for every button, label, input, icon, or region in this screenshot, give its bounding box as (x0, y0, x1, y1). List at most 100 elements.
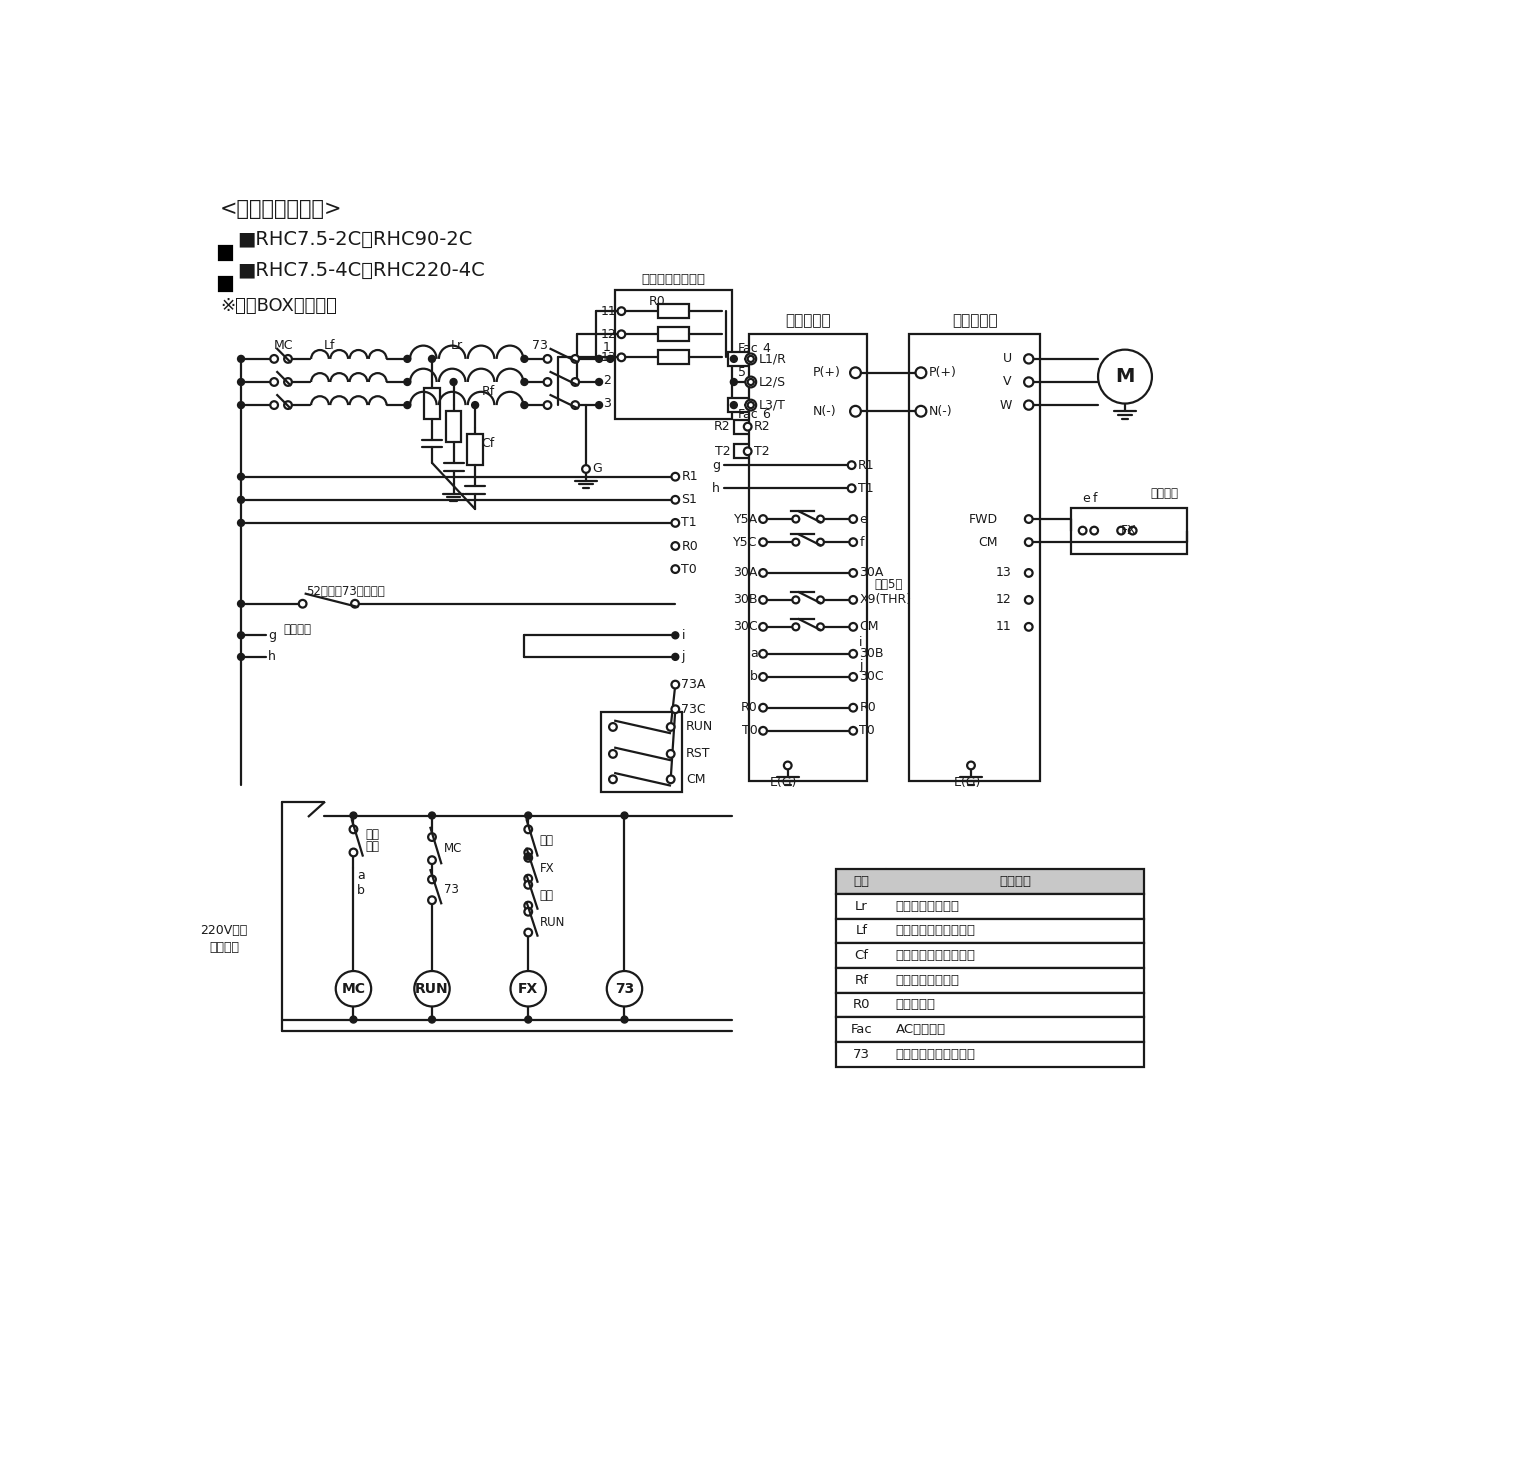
Circle shape (760, 538, 767, 545)
Text: 73: 73 (615, 982, 634, 995)
Text: E(G): E(G) (954, 776, 981, 789)
Bar (837, 1017, 1145, 1042)
Text: g: g (713, 459, 720, 472)
Text: MC: MC (341, 982, 365, 995)
Text: RUN: RUN (540, 916, 565, 929)
Circle shape (525, 881, 532, 889)
Circle shape (850, 368, 861, 378)
Circle shape (522, 379, 528, 385)
Bar (837, 944, 1145, 967)
Text: （注１）: （注１） (209, 941, 240, 954)
Text: R1: R1 (858, 459, 875, 472)
Circle shape (672, 519, 679, 526)
Circle shape (849, 673, 857, 681)
Circle shape (428, 857, 435, 864)
Circle shape (403, 356, 411, 363)
Text: （注5）: （注5） (875, 578, 904, 591)
Text: 12: 12 (600, 328, 615, 341)
Circle shape (731, 401, 737, 409)
Circle shape (622, 811, 628, 819)
Circle shape (350, 848, 358, 857)
Text: R2: R2 (753, 420, 770, 434)
Bar (728, 351, 753, 366)
Circle shape (238, 379, 244, 385)
Text: T2: T2 (753, 445, 770, 457)
Circle shape (1025, 354, 1034, 363)
Text: RUN: RUN (415, 982, 449, 995)
Bar (734, 420, 761, 434)
Circle shape (849, 623, 857, 631)
Text: 4: 4 (763, 341, 770, 354)
Text: a: a (750, 647, 758, 660)
Circle shape (609, 723, 617, 731)
Circle shape (429, 1016, 435, 1023)
Text: P(+): P(+) (813, 366, 841, 379)
Text: 12: 12 (996, 594, 1011, 607)
Text: j: j (860, 659, 863, 672)
Text: M: M (1116, 368, 1134, 387)
Circle shape (672, 681, 679, 688)
Text: V: V (1004, 375, 1011, 388)
Text: Lr: Lr (855, 900, 867, 913)
Text: R0: R0 (682, 539, 699, 553)
Text: E(G): E(G) (770, 776, 797, 789)
Circle shape (850, 406, 861, 416)
Circle shape (350, 1016, 356, 1023)
Circle shape (299, 600, 306, 607)
Circle shape (544, 401, 552, 409)
Circle shape (429, 356, 435, 363)
Circle shape (760, 514, 767, 523)
Circle shape (1025, 378, 1034, 387)
Circle shape (667, 776, 675, 784)
Text: 52または73（注２）: 52または73（注２） (306, 585, 385, 598)
Text: f: f (1093, 492, 1098, 504)
Circle shape (793, 538, 799, 545)
Circle shape (967, 761, 975, 769)
Circle shape (1025, 569, 1032, 576)
Circle shape (403, 379, 411, 385)
Circle shape (847, 485, 855, 492)
Text: P(+): P(+) (929, 366, 957, 379)
Text: Cf: Cf (481, 437, 494, 450)
Circle shape (450, 379, 456, 385)
Circle shape (429, 811, 435, 819)
Circle shape (1025, 623, 1032, 631)
Circle shape (596, 356, 602, 363)
Circle shape (760, 673, 767, 681)
Text: 停止: 停止 (540, 889, 553, 901)
Text: FWD: FWD (969, 513, 998, 526)
Circle shape (270, 356, 277, 363)
Circle shape (849, 704, 857, 711)
Bar (446, 412, 461, 441)
Circle shape (849, 569, 857, 576)
Circle shape (572, 378, 579, 385)
Circle shape (1129, 526, 1137, 535)
Circle shape (596, 401, 602, 409)
Bar (602, 711, 682, 792)
Text: 昇圧用リアクトル: 昇圧用リアクトル (896, 900, 960, 913)
Circle shape (849, 538, 857, 545)
Circle shape (283, 378, 293, 385)
Circle shape (238, 600, 244, 607)
Text: 充電回路ボックス: 充電回路ボックス (641, 273, 706, 287)
Circle shape (270, 401, 277, 409)
Text: W: W (999, 398, 1011, 412)
Circle shape (744, 423, 752, 431)
Text: RUN: RUN (687, 720, 714, 734)
Text: Fac: Fac (738, 341, 758, 354)
Text: ■RHC7.5-2C～RHC90-2C: ■RHC7.5-2C～RHC90-2C (236, 229, 473, 248)
Circle shape (238, 497, 244, 503)
Text: T0: T0 (860, 725, 875, 738)
Bar (615, 290, 732, 419)
Text: FX: FX (1120, 525, 1137, 537)
Circle shape (525, 853, 532, 860)
Text: MC: MC (444, 842, 462, 856)
Circle shape (784, 761, 791, 769)
Text: CM: CM (687, 773, 705, 786)
Text: e: e (1082, 492, 1090, 504)
Text: 30B: 30B (860, 647, 884, 660)
Circle shape (428, 833, 435, 841)
Text: <ユニットタイプ>: <ユニットタイプ> (220, 198, 343, 219)
Text: T2: T2 (716, 445, 731, 457)
Text: 73: 73 (532, 340, 547, 353)
